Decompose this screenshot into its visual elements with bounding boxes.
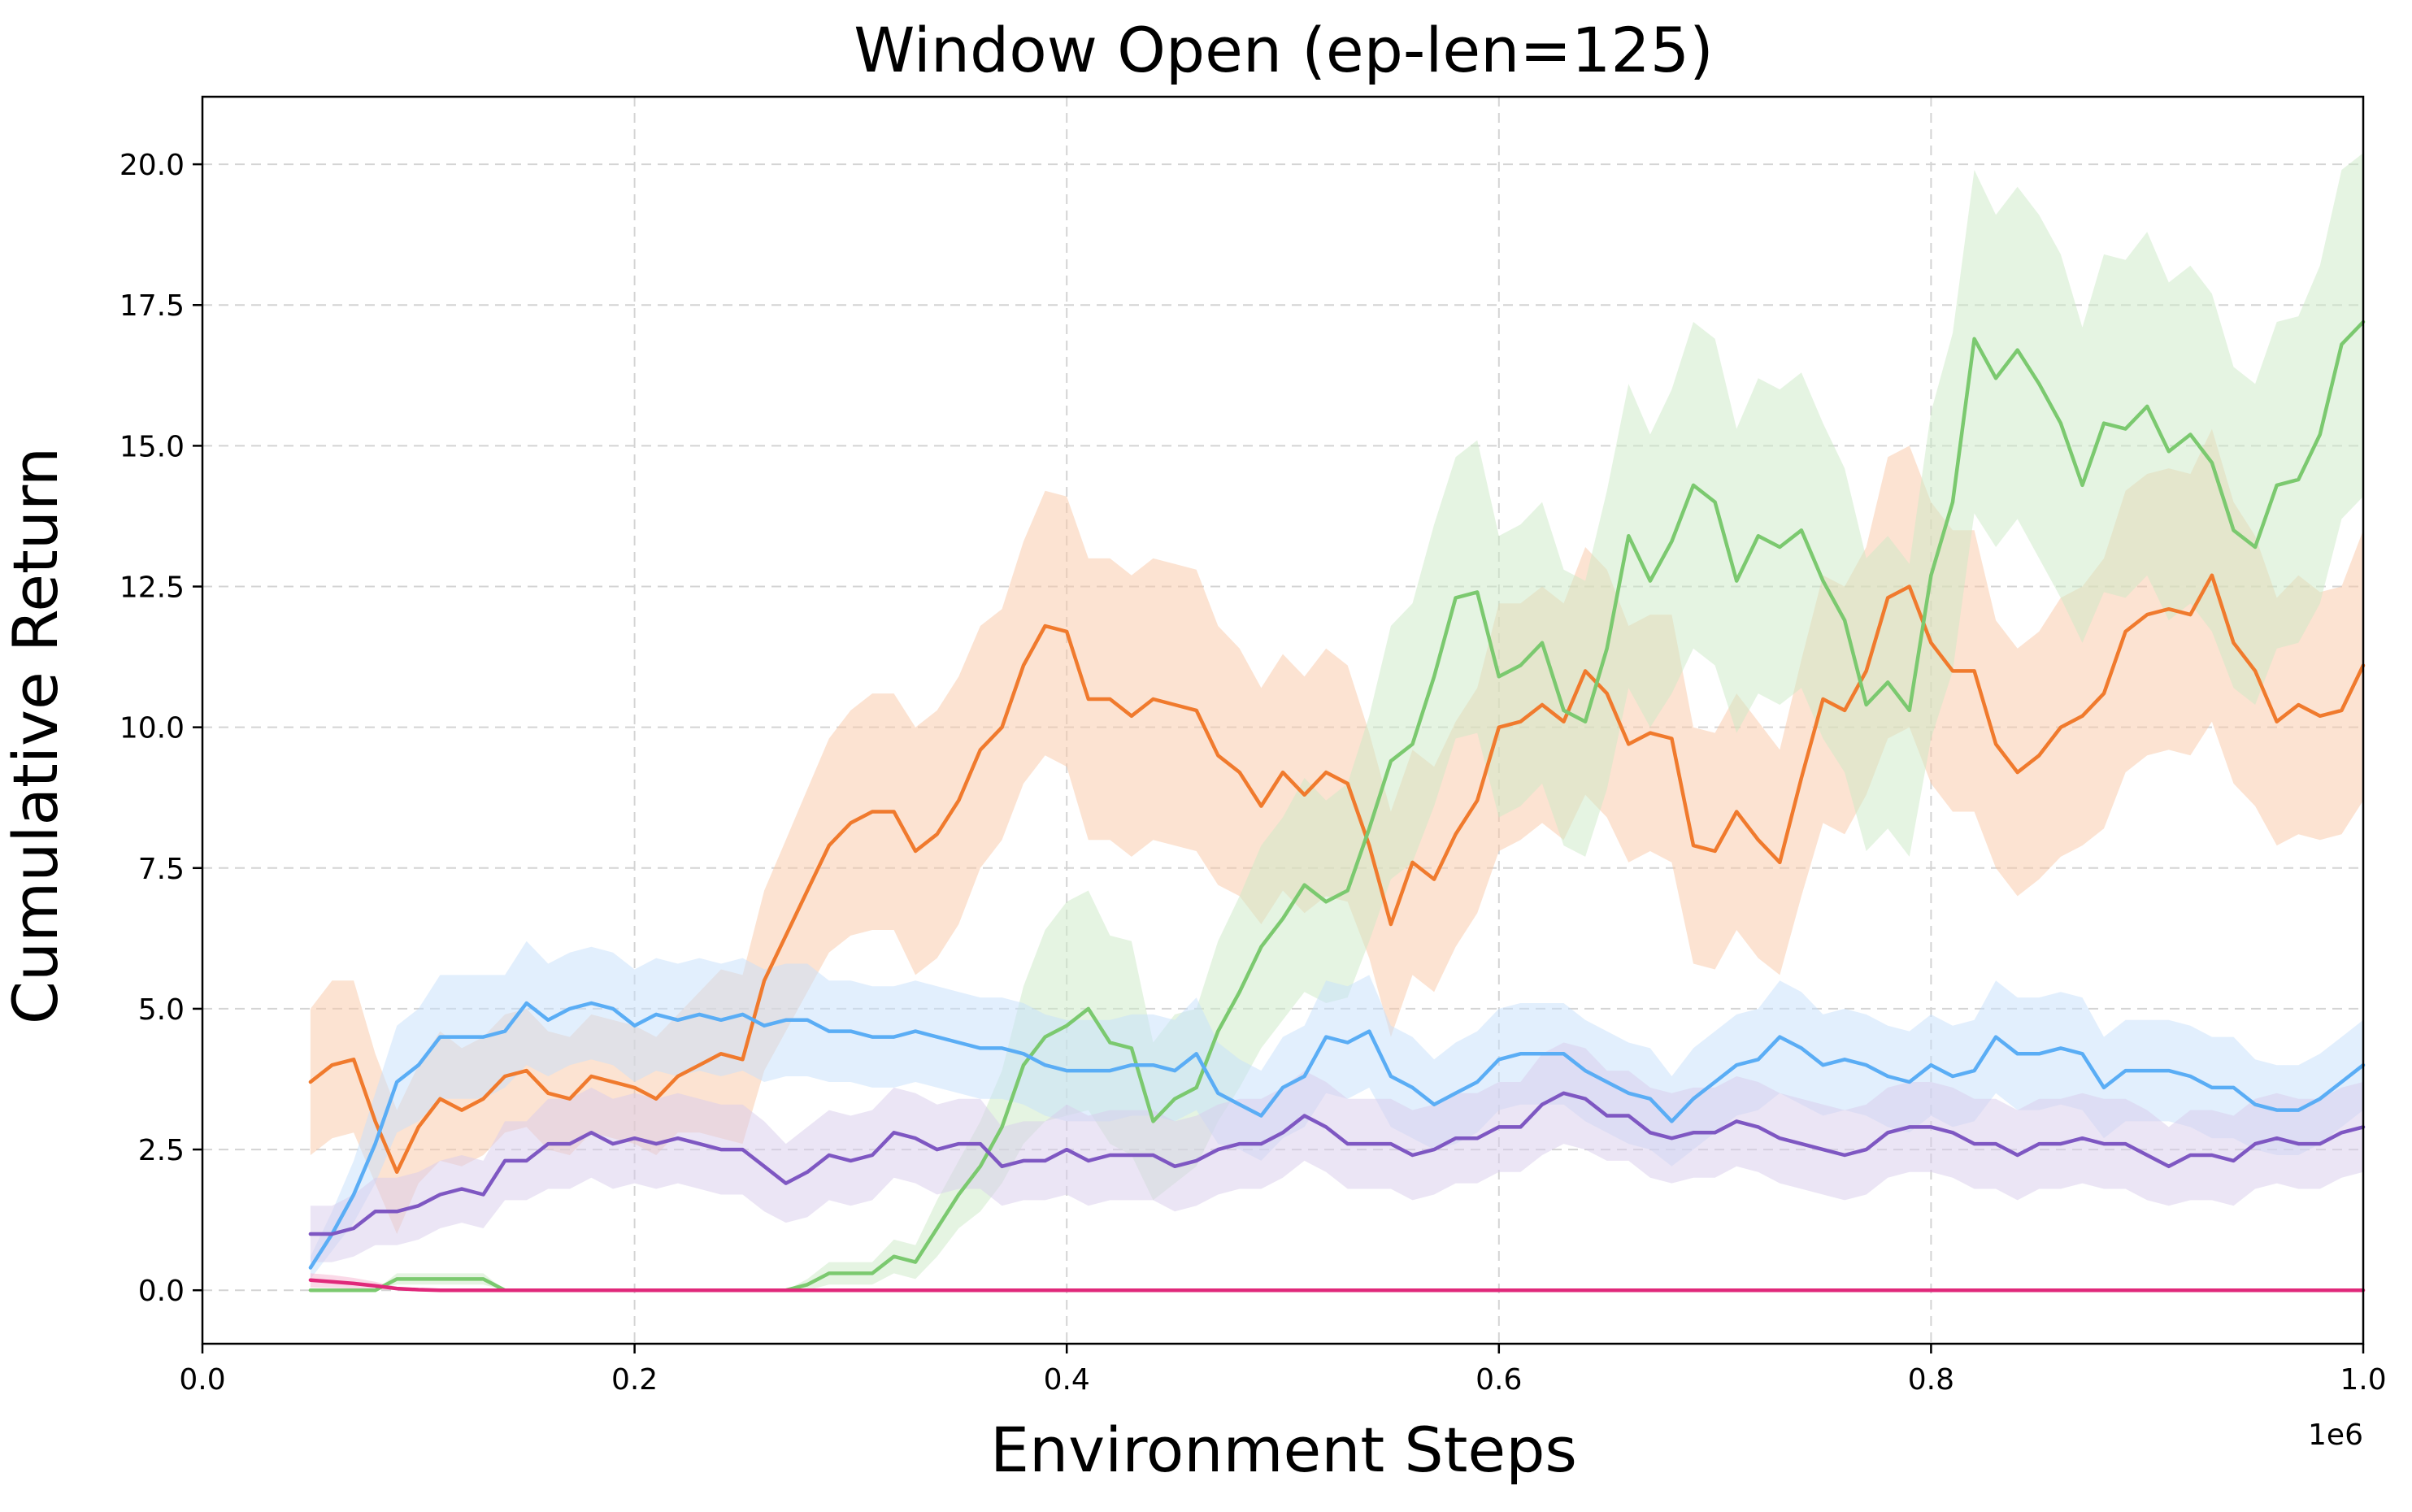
x-tick-label: 0.0 (179, 1363, 225, 1397)
y-axis-ticks: 0.0 2.5 5.0 7.5 10.0 12.5 15.0 17.5 20.0 (120, 149, 202, 1308)
series-4-line (308, 1278, 2366, 1293)
plot-frame (201, 95, 2365, 1345)
y-tick-label: 12.5 (120, 571, 185, 605)
y-tick-label: 2.5 (138, 1134, 185, 1167)
series-2-line (308, 1001, 2366, 1270)
series-1-band (310, 153, 2364, 1291)
x-tick-label: 0.8 (1908, 1363, 1954, 1397)
series-lines (308, 319, 2366, 1293)
y-tick-label: 15.0 (120, 430, 185, 463)
series-2-band (310, 941, 2364, 1280)
series-0-line (308, 573, 2366, 1175)
confidence-bands (310, 153, 2364, 1291)
x-tick-label: 0.2 (611, 1363, 658, 1397)
y-tick-label: 20.0 (120, 149, 185, 182)
x-axis-offset-label: 1e6 (2308, 1419, 2363, 1452)
y-tick-label: 10.0 (120, 712, 185, 745)
x-tick-label: 0.6 (1475, 1363, 1522, 1397)
x-tick-label: 1.0 (2340, 1363, 2386, 1397)
y-tick-label: 7.5 (138, 853, 185, 886)
x-tick-label: 0.4 (1044, 1363, 1090, 1397)
chart-title: Window Open (ep-len=125) (854, 14, 1713, 86)
x-axis-ticks: 0.0 0.2 0.4 0.6 0.8 1.0 (179, 1344, 2387, 1397)
y-axis-label: Cumulative Return (0, 447, 72, 1024)
series-3-band (310, 1042, 2364, 1262)
series-3-line (308, 1091, 2366, 1236)
y-tick-label: 0.0 (138, 1275, 185, 1308)
y-tick-label: 17.5 (120, 289, 185, 323)
y-tick-label: 5.0 (138, 993, 185, 1027)
x-axis-label: Environment Steps (990, 1414, 1577, 1486)
